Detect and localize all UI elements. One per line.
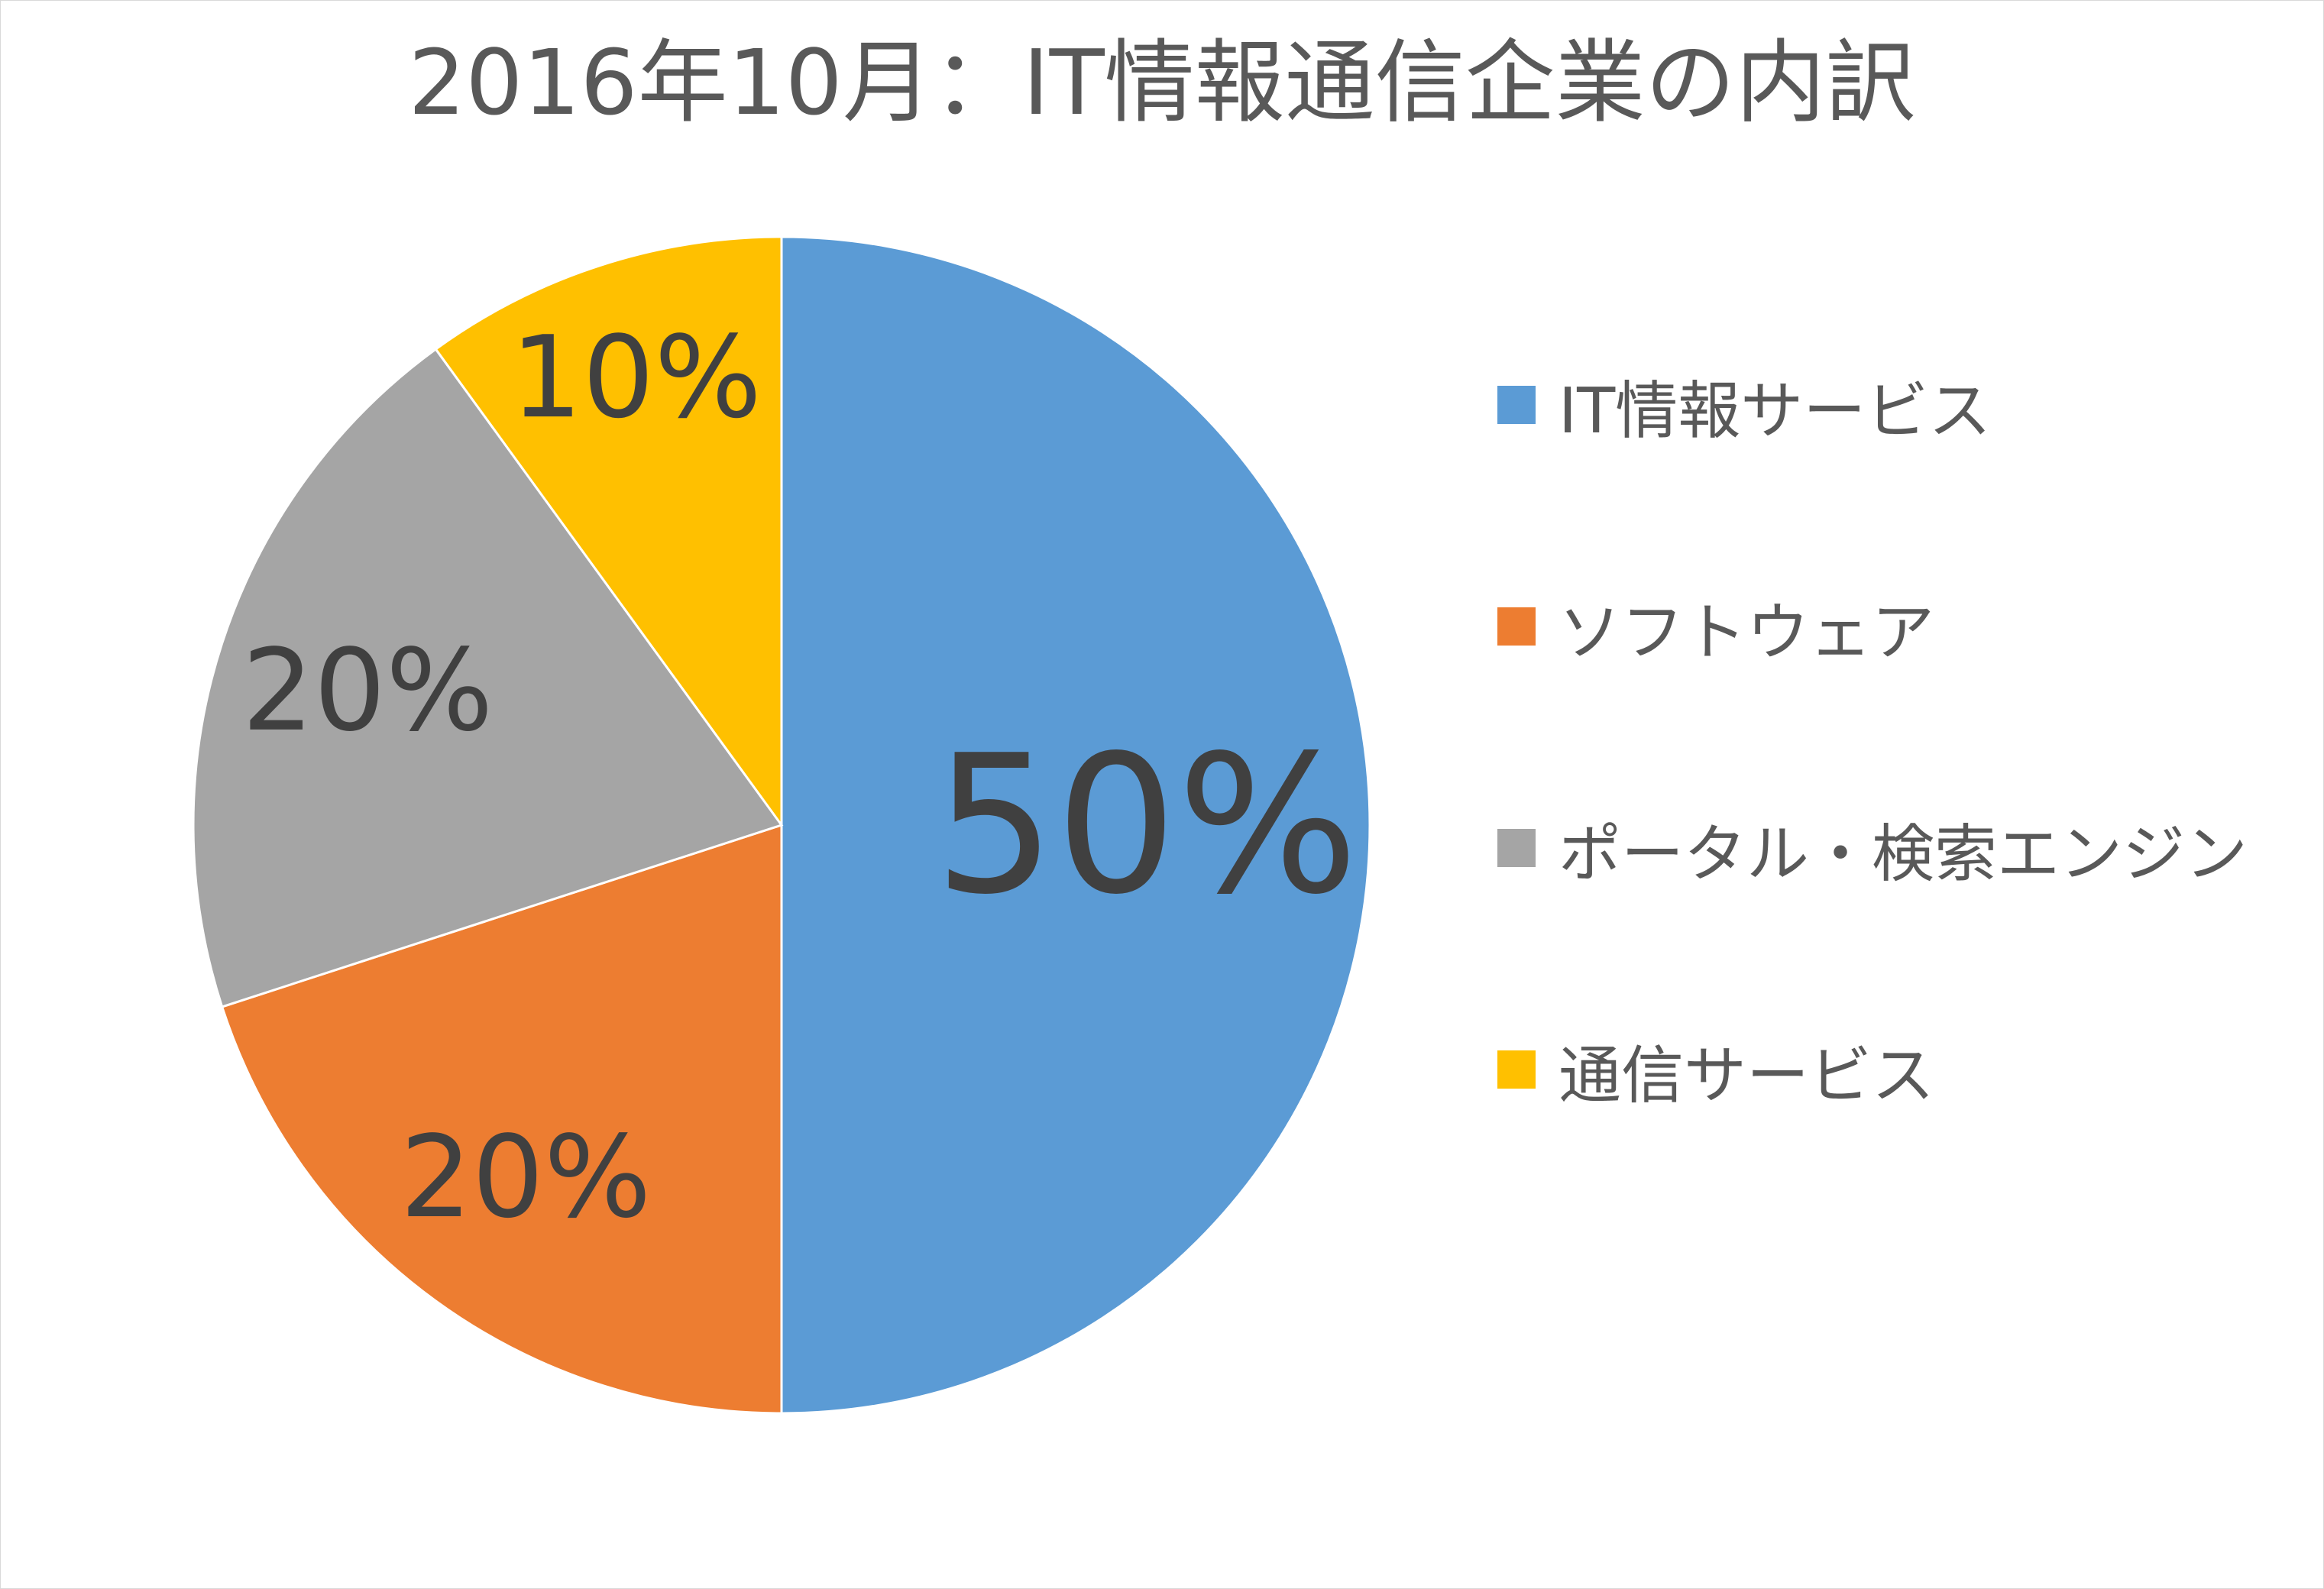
legend-label: ソフトウェア	[1559, 596, 1935, 669]
chart-title: 2016年10月：IT情報通信企業の内訳	[408, 30, 1916, 135]
legend-swatch	[1497, 1050, 1536, 1089]
data-labels: 50% 20% 20% 10%	[242, 312, 1359, 1243]
legend-label: 通信サービス	[1559, 1039, 1935, 1112]
slice-portal-search	[192, 347, 784, 1008]
data-label-software: 20%	[400, 1112, 652, 1243]
legend-label: IT情報サービス	[1559, 374, 1992, 448]
legend-swatch	[1497, 607, 1536, 646]
slice-it-services	[780, 235, 1371, 1415]
legend-item-software: ソフトウェア	[1497, 581, 1934, 672]
data-label-telecom: 10%	[510, 312, 762, 443]
legend-swatch	[1497, 829, 1536, 867]
legend-swatch	[1497, 386, 1536, 424]
slice-software	[220, 823, 783, 1415]
legend-item-it-services: IT情報サービス	[1497, 359, 1991, 451]
pie-slices	[192, 235, 1371, 1415]
legend-item-telecom: 通信サービス	[1497, 1024, 1934, 1115]
slice-telecom	[434, 235, 783, 829]
data-label-portal-search: 20%	[242, 625, 494, 756]
legend-item-portal-search: ポータル・検索エンジン	[1497, 802, 2248, 894]
data-label-it-services: 50%	[934, 714, 1359, 937]
legend-label: ポータル・検索エンジン	[1559, 817, 2248, 891]
